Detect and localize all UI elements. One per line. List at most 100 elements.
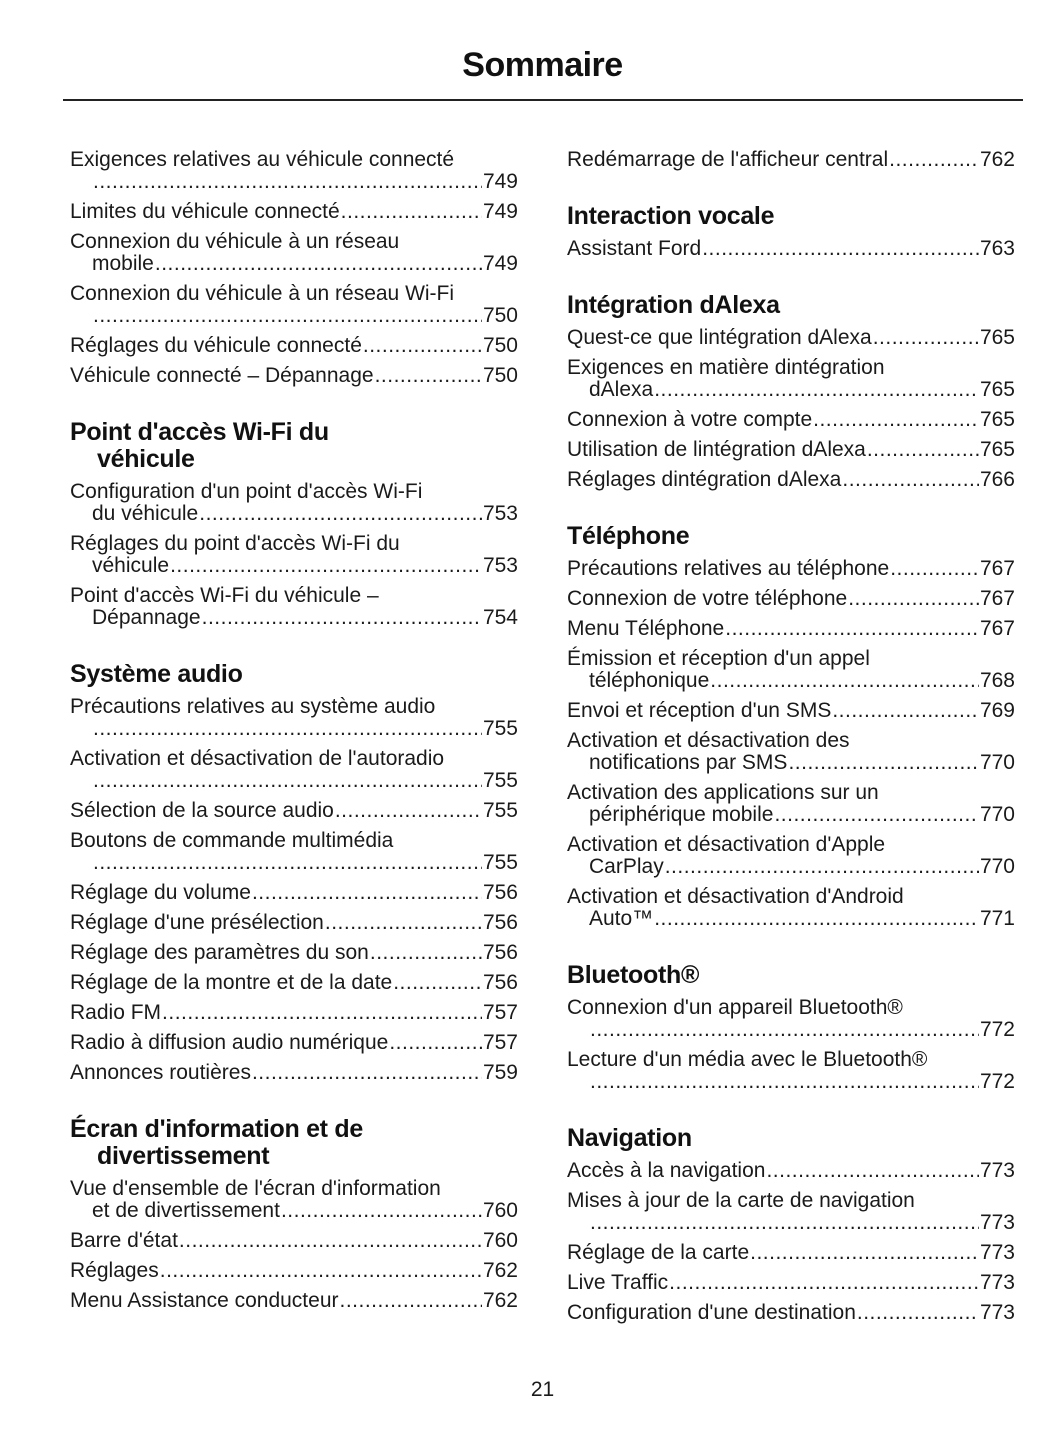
section-heading: Point d'accès Wi-Fi du véhicule (70, 419, 518, 473)
toc-entry[interactable]: Radio à diffusion audio numérique 757 (70, 1032, 518, 1054)
leader-dots (842, 469, 979, 491)
toc-entry-title-end: véhicule (92, 554, 170, 577)
toc-entry[interactable]: Accès à la navigation 773 (567, 1160, 1015, 1182)
toc-entry-last-line: 772 (567, 1019, 1015, 1041)
toc-entry-title-end: Accès à la navigation (567, 1159, 766, 1182)
toc-entry-title: Point d'accès Wi-Fi du véhicule – (70, 584, 379, 607)
toc-entry[interactable]: Connexion du véhicule à un réseau Wi-Fi 7… (70, 283, 518, 327)
toc-entry[interactable]: Annonces routières 759 (70, 1062, 518, 1084)
toc-entry[interactable]: Activation et désactivation de l'autorad… (70, 748, 518, 792)
section-heading: Système audio (70, 661, 518, 688)
toc-entry-last-line: Réglage d'une présélection 756 (70, 912, 518, 934)
toc-entry[interactable]: Activation et désactivation d'Apple CarPl… (567, 834, 1015, 878)
toc-entry[interactable]: Point d'accès Wi-Fi du véhicule – Dépanna… (70, 585, 518, 629)
toc-entry[interactable]: Envoi et réception d'un SMS 769 (567, 700, 1015, 722)
toc-entry-page: 749 (482, 200, 518, 223)
toc-entry-last-line: dAlexa 765 (567, 379, 1015, 401)
toc-entry[interactable]: Réglage de la montre et de la date 756 (70, 972, 518, 994)
toc-entry-last-line: notifications par SMS 770 (567, 752, 1015, 774)
toc-entry[interactable]: Limites du véhicule connecté 749 (70, 201, 518, 223)
toc-entry-title: Réglages du point d'accès Wi-Fi du (70, 532, 400, 555)
toc-entry[interactable]: Réglage du volume 756 (70, 882, 518, 904)
toc-entry[interactable]: Réglage d'une présélection 756 (70, 912, 518, 934)
toc-column-left: Exigences relatives au véhicule connecté… (70, 149, 518, 1312)
toc-entry-title-end: Réglages (70, 1259, 159, 1282)
toc-entry[interactable]: Activation des applications sur un périph… (567, 782, 1015, 826)
leader-dots (93, 171, 482, 193)
toc-entry[interactable]: Menu Assistance conducteur 762 (70, 1290, 518, 1312)
toc-entry-last-line: Menu Téléphone 767 (567, 618, 1015, 640)
toc-entry-title-end: et de divertissement (92, 1199, 280, 1222)
toc-entry[interactable]: Réglage de la carte 773 (567, 1242, 1015, 1264)
toc-entry-page: 763 (979, 237, 1015, 260)
toc-entry-page: 767 (979, 587, 1015, 610)
toc-entry-page: 767 (979, 617, 1015, 640)
toc-entry-last-line: Configuration d'une destination 773 (567, 1302, 1015, 1324)
toc-entry[interactable]: Assistant Ford 763 (567, 238, 1015, 260)
toc-entry-last-line: Connexion à votre compte 765 (567, 409, 1015, 431)
leader-dots (766, 1160, 978, 1182)
toc-entry-title-end: dAlexa (589, 378, 654, 401)
toc-entry-last-line: Assistant Ford 763 (567, 238, 1015, 260)
toc-entry[interactable]: Utilisation de lintégration dAlexa 765 (567, 439, 1015, 461)
section-heading-line: Bluetooth® (567, 961, 700, 989)
toc-entry-title-end: Réglage du volume (70, 881, 251, 904)
toc-entry-title-end: Réglage d'une présélection (70, 911, 324, 934)
toc-entry[interactable]: Réglages du point d'accès Wi-Fi du véhicu… (70, 533, 518, 577)
toc-entry[interactable]: Menu Téléphone 767 (567, 618, 1015, 640)
toc-entry[interactable]: Barre d'état 760 (70, 1230, 518, 1252)
toc-entry-title-end: Assistant Ford (567, 237, 702, 260)
toc-entry[interactable]: Configuration d'un point d'accès Wi-Fi du… (70, 481, 518, 525)
toc-entry-page: 771 (979, 907, 1015, 930)
toc-entry[interactable]: Réglages du véhicule connecté 750 (70, 335, 518, 357)
toc-entry-title: Configuration d'un point d'accès Wi-Fi (70, 480, 423, 503)
toc-entry-title-end: Configuration d'une destination (567, 1301, 856, 1324)
toc-entry[interactable]: Précautions relatives au téléphone 767 (567, 558, 1015, 580)
leader-dots (93, 770, 482, 792)
leader-dots (590, 1071, 979, 1093)
toc-entry-page: 762 (979, 148, 1015, 171)
toc-entry[interactable]: Connexion à votre compte 765 (567, 409, 1015, 431)
toc-entry[interactable]: Lecture d'un média avec le Bluetooth® 772 (567, 1049, 1015, 1093)
toc-column-right: Redémarrage de l'afficheur central 762 Int… (567, 149, 1015, 1324)
toc-entry-page: 772 (979, 1018, 1015, 1041)
toc-entry-title: Activation et désactivation d'Apple (567, 833, 886, 856)
leader-dots (750, 1242, 979, 1264)
toc-entry[interactable]: Connexion de votre téléphone 767 (567, 588, 1015, 610)
toc-entry[interactable]: Réglages dintégration dAlexa 766 (567, 469, 1015, 491)
toc-entry[interactable]: Radio FM 757 (70, 1002, 518, 1024)
toc-entry-last-line: du véhicule 753 (70, 503, 518, 525)
leader-dots (170, 555, 482, 577)
toc-entry[interactable]: Sélection de la source audio 755 (70, 800, 518, 822)
toc-entry[interactable]: Boutons de commande multimédia 755 (70, 830, 518, 874)
section-heading-line: Interaction vocale (567, 202, 775, 230)
toc-entry[interactable]: Exigences relatives au véhicule connecté… (70, 149, 518, 193)
toc-entry-page: 749 (482, 170, 518, 193)
toc-entry-title: Exigences relatives au véhicule connecté (70, 148, 455, 171)
toc-entry[interactable]: Quest-ce que lintégration dAlexa 765 (567, 327, 1015, 349)
toc-entry-title: Activation et désactivation d'Android (567, 885, 904, 908)
toc-entry[interactable]: Réglages 762 (70, 1260, 518, 1282)
toc-entry[interactable]: Live Traffic 773 (567, 1272, 1015, 1294)
leader-dots (162, 1002, 482, 1024)
toc-entry[interactable]: Émission et réception d'un appel téléphon… (567, 648, 1015, 692)
leader-dots (252, 1062, 482, 1084)
toc-entry[interactable]: Activation et désactivation des notificat… (567, 730, 1015, 774)
toc-entry[interactable]: Redémarrage de l'afficheur central 762 (567, 149, 1015, 171)
toc-entry[interactable]: Précautions relatives au système audio 75… (70, 696, 518, 740)
toc-entry-title-end: Utilisation de lintégration dAlexa (567, 438, 866, 461)
toc-entry-title-end: Menu Téléphone (567, 617, 725, 640)
section-heading-line: Écran d'information et de (70, 1115, 363, 1143)
toc-entry[interactable]: Vue d'ensemble de l'écran d'information e… (70, 1178, 518, 1222)
toc-entry[interactable]: Activation et désactivation d'Android Aut… (567, 886, 1015, 930)
toc-entry[interactable]: Connexion d'un appareil Bluetooth® 772 (567, 997, 1015, 1041)
leader-dots (710, 670, 979, 692)
toc-entry-page: 770 (979, 751, 1015, 774)
toc-entry[interactable]: Mises à jour de la carte de navigation 77… (567, 1190, 1015, 1234)
toc-entry[interactable]: Véhicule connecté – Dépannage 750 (70, 365, 518, 387)
toc-entry-last-line: Radio FM 757 (70, 1002, 518, 1024)
toc-entry[interactable]: Configuration d'une destination 773 (567, 1302, 1015, 1324)
toc-entry[interactable]: Réglage des paramètres du son 756 (70, 942, 518, 964)
